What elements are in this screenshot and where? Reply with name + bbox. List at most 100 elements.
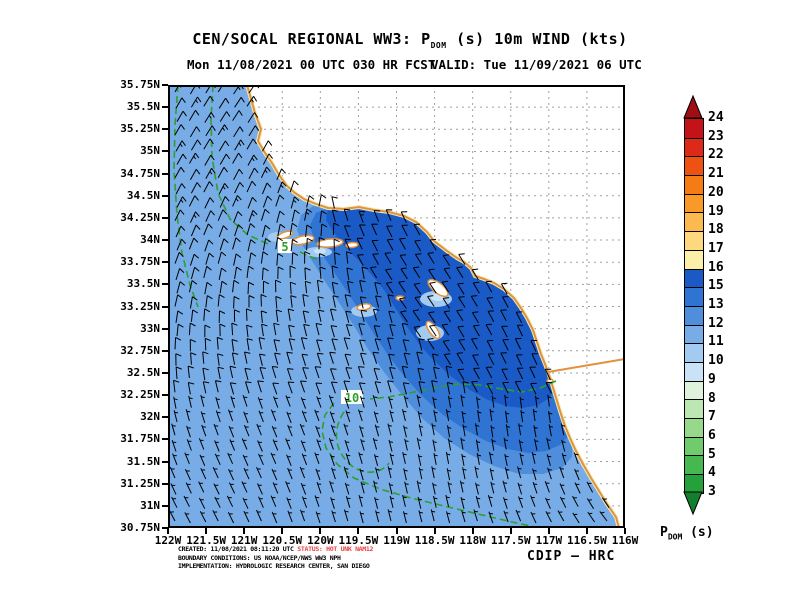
chart-title-units: (s) 10m WIND (kts) — [446, 30, 628, 48]
lon-tick-label: 118.5W — [414, 534, 455, 547]
wind-speed-contour — [210, 85, 269, 245]
colorbar-segment — [685, 175, 703, 194]
contour-label-box — [278, 239, 292, 253]
colorbar-segment — [685, 436, 703, 456]
island — [356, 303, 372, 311]
lat-tick-label: 32.5N — [126, 365, 160, 379]
colorbar — [684, 118, 704, 494]
coastline — [246, 85, 620, 528]
colorbar-segment — [685, 212, 703, 232]
lat-tick-mark — [162, 460, 168, 463]
lon-tick-mark — [243, 528, 246, 534]
lat-tick-label: 30.75N — [120, 521, 160, 534]
wind-speed-contour — [321, 402, 541, 528]
colorbar-segment — [685, 249, 703, 269]
lat-tick-label: 33.75N — [120, 255, 160, 269]
colorbar-tick-label: 15 — [708, 278, 724, 294]
lat-tick-mark — [162, 349, 168, 352]
map-plot-area: 5 10 — [168, 85, 625, 528]
status-text: STATUS: HOT UNK NAM12 — [297, 545, 374, 553]
land-area — [247, 85, 625, 528]
lat-tick-mark — [162, 150, 168, 153]
lat-tick-label: 35.5N — [126, 100, 160, 114]
colorbar-segment — [685, 324, 703, 344]
lat-tick-mark — [162, 239, 168, 242]
forecast-valid-label: VALID: Tue 11/09/2021 06 UTC — [431, 57, 642, 72]
contour-label: 5 — [281, 240, 288, 254]
colorbar-tick-label: 5 — [708, 446, 716, 462]
lat-tick-label: 32N — [140, 410, 160, 424]
colorbar-tick-label: 21 — [708, 166, 724, 182]
lon-tick-label: 118W — [459, 534, 486, 547]
colorbar-segment — [685, 399, 703, 418]
plot-frame — [168, 85, 625, 528]
lon-tick-label: 116W — [611, 534, 639, 547]
lon-tick-label: 122W — [154, 534, 182, 547]
lat-tick-mark — [162, 106, 168, 109]
lat-tick-label: 32.75N — [120, 343, 160, 357]
lat-tick-mark — [162, 305, 168, 308]
colorbar-tick-label: 4 — [708, 465, 716, 481]
lon-tick-label: 116.5W — [567, 534, 607, 547]
lon-tick-mark — [585, 528, 588, 534]
lat-tick-mark — [162, 172, 168, 175]
colorbar-tick-label: 7 — [708, 409, 716, 425]
lon-tick-mark — [167, 528, 169, 534]
lon-tick-label: 119W — [383, 534, 410, 547]
lon-tick-mark — [357, 528, 360, 534]
lat-tick-label: 35N — [140, 144, 160, 158]
wind-speed-contour — [369, 380, 557, 400]
lon-tick-mark — [509, 528, 512, 534]
chart-title-subscript: DOM — [430, 41, 447, 50]
lat-tick-mark — [162, 283, 168, 286]
credits-created-line: CREATED: 11/08/2021 08:11:20 UTC STATUS:… — [178, 545, 374, 553]
colorbar-tick-label: 12 — [708, 315, 724, 331]
lat-tick-mark — [162, 371, 168, 374]
lat-tick-mark — [162, 438, 168, 441]
colorbar-tick-label: 22 — [708, 147, 724, 163]
lat-tick-label: 33.25N — [120, 299, 160, 313]
colorbar-tick-label: 16 — [708, 259, 724, 275]
lon-tick-label: 120.5W — [262, 534, 303, 547]
colorbar-tick-label: 17 — [708, 240, 724, 256]
colorbar-segment — [685, 268, 703, 288]
lon-tick-mark — [281, 528, 284, 534]
island-lee-patch — [314, 248, 326, 254]
map-canvas: 5 10 — [168, 85, 625, 528]
lat-tick-mark — [162, 128, 168, 131]
chart-title-text: CEN/SOCAL REGIONAL WW3: P — [192, 30, 431, 48]
lat-tick-mark — [162, 416, 168, 419]
colorbar-tick-label: 9 — [708, 371, 716, 387]
lon-tick-mark — [547, 528, 550, 534]
lat-tick-mark — [162, 84, 168, 86]
colorbar-segment — [685, 156, 703, 176]
lat-tick-label: 35.25N — [120, 122, 160, 136]
us-mexico-border-line — [547, 358, 625, 373]
credits-implementation-line: IMPLEMENTATION: HYDROLOGIC RESEARCH CENT… — [178, 562, 370, 570]
lat-tick-mark — [162, 216, 168, 219]
lat-tick-label: 34.25N — [120, 210, 160, 224]
lat-tick-label: 33N — [140, 321, 160, 335]
lon-tick-mark — [395, 528, 398, 534]
colorbar-segment — [685, 305, 703, 325]
colorbar-tick-label: 3 — [708, 484, 716, 499]
lat-tick-label: 33.5N — [126, 277, 160, 291]
lat-tick-label: 31N — [140, 498, 160, 512]
lon-tick-label: 121.5W — [186, 534, 226, 547]
colorbar-segment — [685, 343, 703, 362]
colorbar-tick-label: 8 — [708, 390, 716, 406]
colorbar-segment — [685, 287, 703, 306]
chart-title: CEN/SOCAL REGIONAL WW3: PDOM (s) 10m WIN… — [110, 30, 710, 50]
colorbar-segment — [685, 119, 703, 138]
colorbar-title: PDOM (s) — [660, 525, 714, 542]
wind-speed-contour — [299, 251, 319, 261]
colorbar-bottom-arrow — [683, 491, 703, 516]
lat-tick-mark — [162, 504, 168, 507]
colorbar-segment — [685, 361, 703, 381]
credits-block: CREATED: 11/08/2021 08:11:20 UTC STATUS:… — [178, 545, 373, 571]
credits-boundary-line: BOUNDARY CONDITIONS: US NOAA/NCEP/NWS WW… — [178, 553, 341, 562]
wind-speed-contour — [335, 411, 390, 473]
colorbar-segment — [685, 474, 703, 493]
colorbar-segment — [685, 418, 703, 437]
